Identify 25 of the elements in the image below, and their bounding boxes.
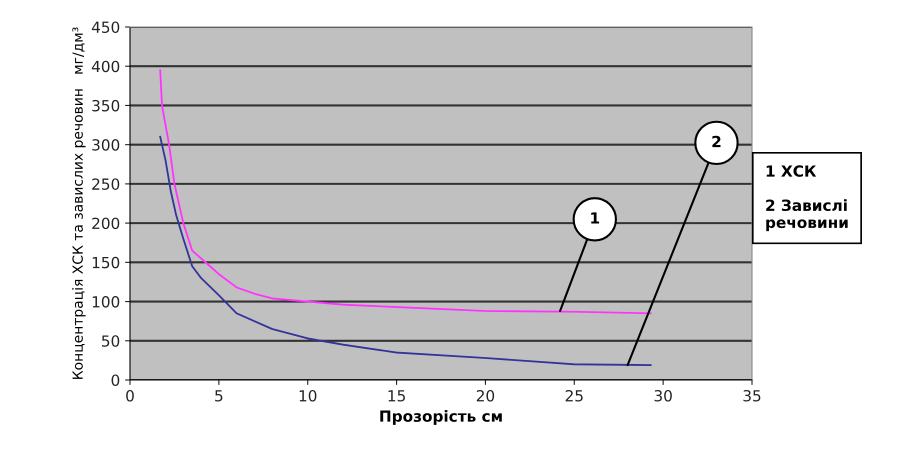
y-tick-label: 350	[92, 100, 120, 112]
line-series	[159, 69, 652, 314]
line-series	[159, 136, 652, 366]
y-tick-label: 50	[102, 335, 120, 347]
x-tick-label: 5	[215, 390, 222, 402]
x-tick-label: 25	[566, 390, 583, 402]
annotation: 2	[712, 136, 720, 148]
y-tick-label: 0	[112, 374, 120, 386]
y-tick-label: 100	[92, 296, 120, 308]
annotation: 1	[591, 212, 600, 224]
x-tick-label: 20	[476, 390, 494, 402]
x-tick-label: 35	[743, 390, 760, 402]
y-tick-label: 400	[92, 60, 120, 72]
x-tick-label: 30	[654, 390, 672, 402]
x-tick-label: 10	[300, 390, 316, 402]
text: 1 ХСК 2 Завислі речовини	[766, 165, 848, 232]
y-tick-label: 450	[92, 21, 120, 34]
x-axis-title: Прозорість см	[380, 410, 502, 425]
y-axis-title: Концентрація ХСК та завислих речовин мг/дм³	[72, 27, 86, 379]
y-tick-label: 300	[92, 139, 120, 151]
y-tick-label: 150	[92, 256, 120, 268]
x-tick-label: 0	[126, 390, 134, 402]
x-tick-label: 15	[388, 390, 405, 402]
y-tick-label: 200	[92, 218, 120, 230]
y-tick-label: 250	[92, 178, 120, 190]
